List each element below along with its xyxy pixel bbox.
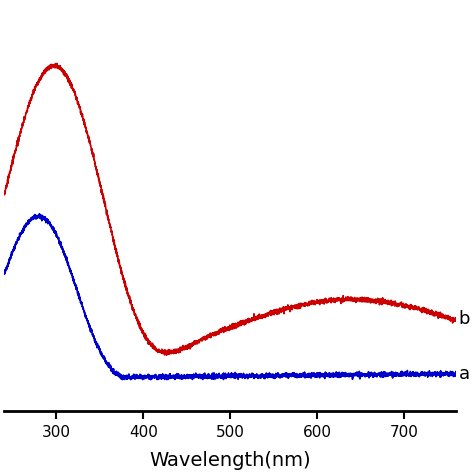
X-axis label: Wavelength(nm): Wavelength(nm) (149, 451, 311, 470)
Text: a: a (459, 365, 470, 383)
Text: b: b (459, 310, 470, 328)
